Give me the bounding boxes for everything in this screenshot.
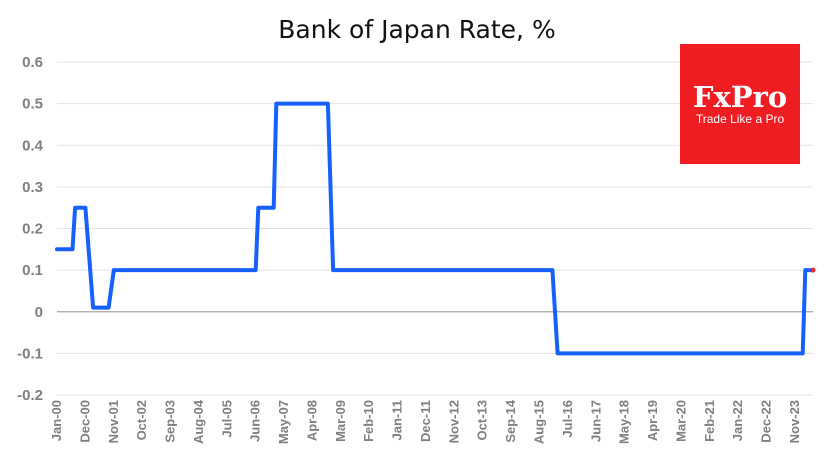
x-tick-label: May-18 bbox=[617, 400, 632, 444]
x-tick-label: Jun-17 bbox=[588, 400, 603, 442]
rate-line bbox=[55, 101, 815, 356]
chart-title: Bank of Japan Rate, % bbox=[278, 15, 555, 44]
x-tick-label: Feb-10 bbox=[361, 400, 376, 442]
x-tick-label: Dec-11 bbox=[418, 400, 433, 442]
x-tick-label: Dec-00 bbox=[77, 400, 92, 443]
x-tick-label: Oct-13 bbox=[475, 400, 490, 440]
logo-background bbox=[680, 44, 800, 164]
x-tick-label: Aug-15 bbox=[532, 400, 547, 444]
x-tick-label: Nov-23 bbox=[787, 400, 802, 443]
x-tick-label: Dec-22 bbox=[759, 400, 774, 443]
y-tick-label: 0 bbox=[35, 304, 43, 321]
y-tick-label: 0.3 bbox=[22, 179, 43, 196]
x-tick-label: Nov-01 bbox=[106, 400, 121, 443]
x-tick-label: Jan-00 bbox=[49, 400, 64, 441]
x-tick-label: May-07 bbox=[276, 400, 291, 444]
x-axis-ticks: Jan-00 Dec-00 Nov-01 Oct-02 Sep-03 Aug-04 Jul-… bbox=[49, 399, 802, 444]
x-tick-label: Apr-19 bbox=[645, 400, 660, 441]
x-tick-label: Sep-03 bbox=[163, 400, 178, 443]
x-tick-label: Jun-06 bbox=[248, 400, 263, 442]
x-tick-label: Oct-02 bbox=[134, 400, 149, 440]
x-tick-label: Mar-20 bbox=[673, 400, 688, 442]
x-tick-label: Jan-11 bbox=[390, 400, 405, 440]
y-axis-ticks: 0.6 0.5 0.4 0.3 0.2 0.1 0 -0.1 -0.2 bbox=[17, 54, 44, 404]
y-tick-label: -0.2 bbox=[17, 387, 43, 404]
y-tick-label: -0.1 bbox=[17, 345, 43, 362]
y-tick-label: 0.4 bbox=[22, 137, 44, 154]
logo-name: FxPro bbox=[693, 80, 787, 114]
y-tick-label: 0.1 bbox=[22, 262, 43, 279]
fxpro-logo: FxPro Trade Like a Pro bbox=[680, 44, 800, 164]
y-tick-label: 0.6 bbox=[22, 54, 43, 71]
x-tick-label: Apr-08 bbox=[304, 400, 319, 441]
y-tick-label: 0.2 bbox=[22, 221, 43, 238]
logo-tagline: Trade Like a Pro bbox=[696, 112, 785, 126]
x-tick-label: Sep-14 bbox=[503, 399, 518, 442]
last-point-marker bbox=[810, 267, 816, 273]
x-tick-label: Nov-12 bbox=[446, 400, 461, 443]
x-tick-label: Aug-04 bbox=[191, 399, 206, 444]
x-tick-label: Jan-22 bbox=[730, 400, 745, 441]
y-tick-label: 0.5 bbox=[22, 96, 43, 113]
x-tick-label: Jul-16 bbox=[560, 400, 575, 438]
x-tick-label: Feb-21 bbox=[702, 400, 717, 442]
series-layer bbox=[55, 101, 816, 356]
x-tick-label: Jul-05 bbox=[219, 400, 234, 438]
x-tick-label: Mar-09 bbox=[333, 400, 348, 442]
